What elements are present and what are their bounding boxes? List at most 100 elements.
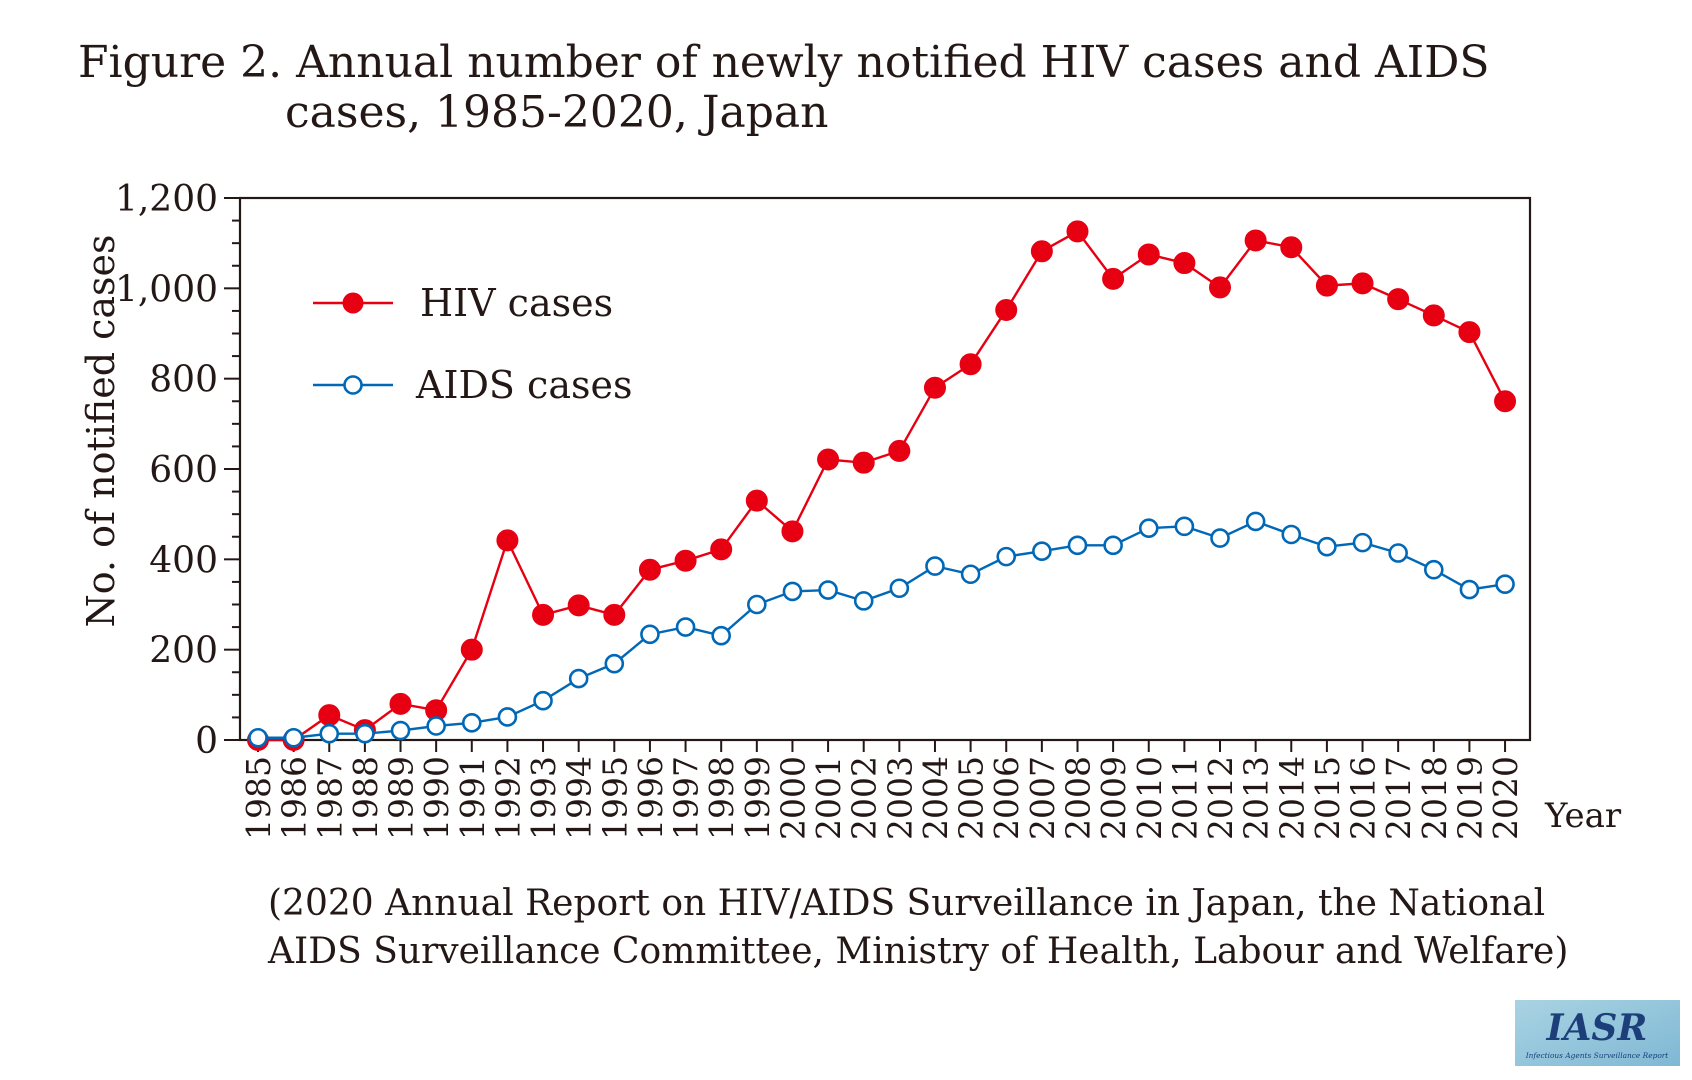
data-point — [1102, 267, 1125, 290]
legend-marker — [342, 292, 364, 314]
source-line1: (2020 Annual Report on HIV/AIDS Surveill… — [268, 883, 1546, 924]
x-tick-label: 1988 — [346, 756, 385, 840]
x-tick-label: 2017 — [1379, 756, 1418, 840]
chart-series — [247, 220, 1517, 751]
x-axis-label: Year — [1544, 796, 1622, 836]
x-tick-label: 2018 — [1415, 756, 1454, 840]
x-tick-label: 1989 — [382, 756, 421, 840]
data-point — [1067, 535, 1088, 556]
data-point — [1137, 243, 1160, 266]
y-tick-label: 800 — [149, 360, 218, 401]
source-line2: AIDS Surveillance Committee, Ministry of… — [268, 931, 1569, 972]
y-tick-label: 1,200 — [115, 179, 218, 220]
iasr-logo: IASR Infectious Agents Surveillance Repo… — [1515, 1000, 1680, 1066]
data-point — [747, 594, 767, 615]
data-point — [711, 625, 731, 646]
data-point — [1032, 541, 1052, 562]
series-aids-cases — [248, 511, 1515, 748]
data-point — [1174, 516, 1195, 537]
data-point — [604, 653, 625, 674]
data-point — [1387, 288, 1410, 311]
x-tick-label: 2014 — [1272, 756, 1311, 840]
x-tick-label: 1987 — [310, 756, 349, 840]
data-point — [745, 489, 768, 512]
data-point — [925, 556, 945, 576]
y-axis-label: No. of notified cases — [79, 234, 123, 627]
x-tick-label: 1985 — [239, 756, 278, 840]
data-point — [1317, 536, 1337, 557]
data-point — [781, 520, 804, 543]
data-point — [888, 439, 911, 462]
x-tick-label: 2019 — [1450, 756, 1489, 840]
data-point — [1280, 236, 1303, 259]
data-point — [567, 594, 590, 617]
legend-label: HIV cases — [420, 281, 613, 325]
y-tick-label: 0 — [195, 721, 218, 762]
data-point — [1459, 579, 1480, 600]
x-tick-label: 2007 — [1023, 756, 1062, 840]
x-tick-label: 2006 — [987, 756, 1026, 840]
figure-title-line2: cases, 1985-2020, Japan — [285, 87, 829, 138]
logo-subtext: Infectious Agents Surveillance Report — [1525, 1051, 1669, 1060]
data-point — [782, 581, 803, 602]
data-point — [283, 727, 304, 748]
data-point — [818, 580, 838, 600]
x-tick-label: 1991 — [453, 756, 492, 840]
data-point — [1244, 229, 1267, 252]
chart-legend: HIV cases AIDS cases — [313, 281, 632, 407]
data-point — [603, 603, 626, 626]
data-point — [852, 451, 875, 474]
logo-text: IASR — [1546, 1007, 1648, 1049]
data-point — [995, 299, 1018, 322]
data-point — [1494, 390, 1517, 413]
data-point — [1422, 304, 1445, 327]
data-point — [960, 564, 981, 585]
x-tick-label: 2001 — [809, 756, 848, 840]
x-tick-label: 2015 — [1308, 756, 1347, 840]
data-point — [318, 704, 341, 727]
y-tick-label: 400 — [149, 540, 218, 581]
source-citation: (2020 Annual Report on HIV/AIDS Surveill… — [268, 880, 1618, 976]
x-tick-label: 1997 — [667, 756, 706, 840]
plot-frame — [238, 196, 1532, 742]
data-point — [497, 707, 518, 727]
data-point — [496, 529, 519, 552]
data-point — [996, 546, 1017, 567]
x-tick-label: 2009 — [1094, 756, 1133, 840]
x-tick-label: 2013 — [1237, 756, 1276, 840]
data-point — [817, 448, 840, 471]
data-point — [638, 558, 661, 581]
y-tick-label: 600 — [149, 450, 218, 491]
data-point — [319, 723, 340, 744]
data-point — [1066, 220, 1089, 243]
data-point — [1495, 574, 1515, 594]
data-point — [460, 638, 483, 661]
data-point — [853, 591, 874, 611]
data-point — [1352, 532, 1373, 553]
legend-label: AIDS cases — [415, 363, 632, 407]
x-tick-label: 1990 — [417, 756, 456, 840]
x-tick-label: 2020 — [1486, 756, 1525, 840]
data-point — [390, 720, 411, 741]
data-point — [674, 549, 697, 572]
x-tick-label: 2005 — [952, 756, 991, 840]
x-axis-ticks: 1985198619871988198919901991199219931994… — [239, 740, 1525, 840]
data-point — [959, 353, 982, 376]
x-tick-label: 1992 — [488, 756, 527, 840]
data-point — [1138, 518, 1159, 538]
data-point — [532, 603, 555, 626]
x-tick-label: 2003 — [880, 756, 919, 840]
x-tick-label: 1993 — [524, 756, 563, 840]
figure-title-line1: Figure 2. Annual number of newly notifie… — [78, 37, 1490, 88]
x-tick-label: 2012 — [1201, 756, 1240, 840]
data-point — [248, 727, 268, 748]
x-tick-label: 2010 — [1130, 756, 1169, 840]
x-tick-label: 2000 — [773, 756, 812, 840]
data-point — [1315, 274, 1338, 297]
x-tick-label: 1999 — [738, 756, 777, 840]
x-tick-label: 2016 — [1344, 756, 1383, 840]
data-point — [568, 668, 589, 689]
x-tick-label: 2008 — [1058, 756, 1097, 840]
data-point — [1388, 543, 1408, 563]
